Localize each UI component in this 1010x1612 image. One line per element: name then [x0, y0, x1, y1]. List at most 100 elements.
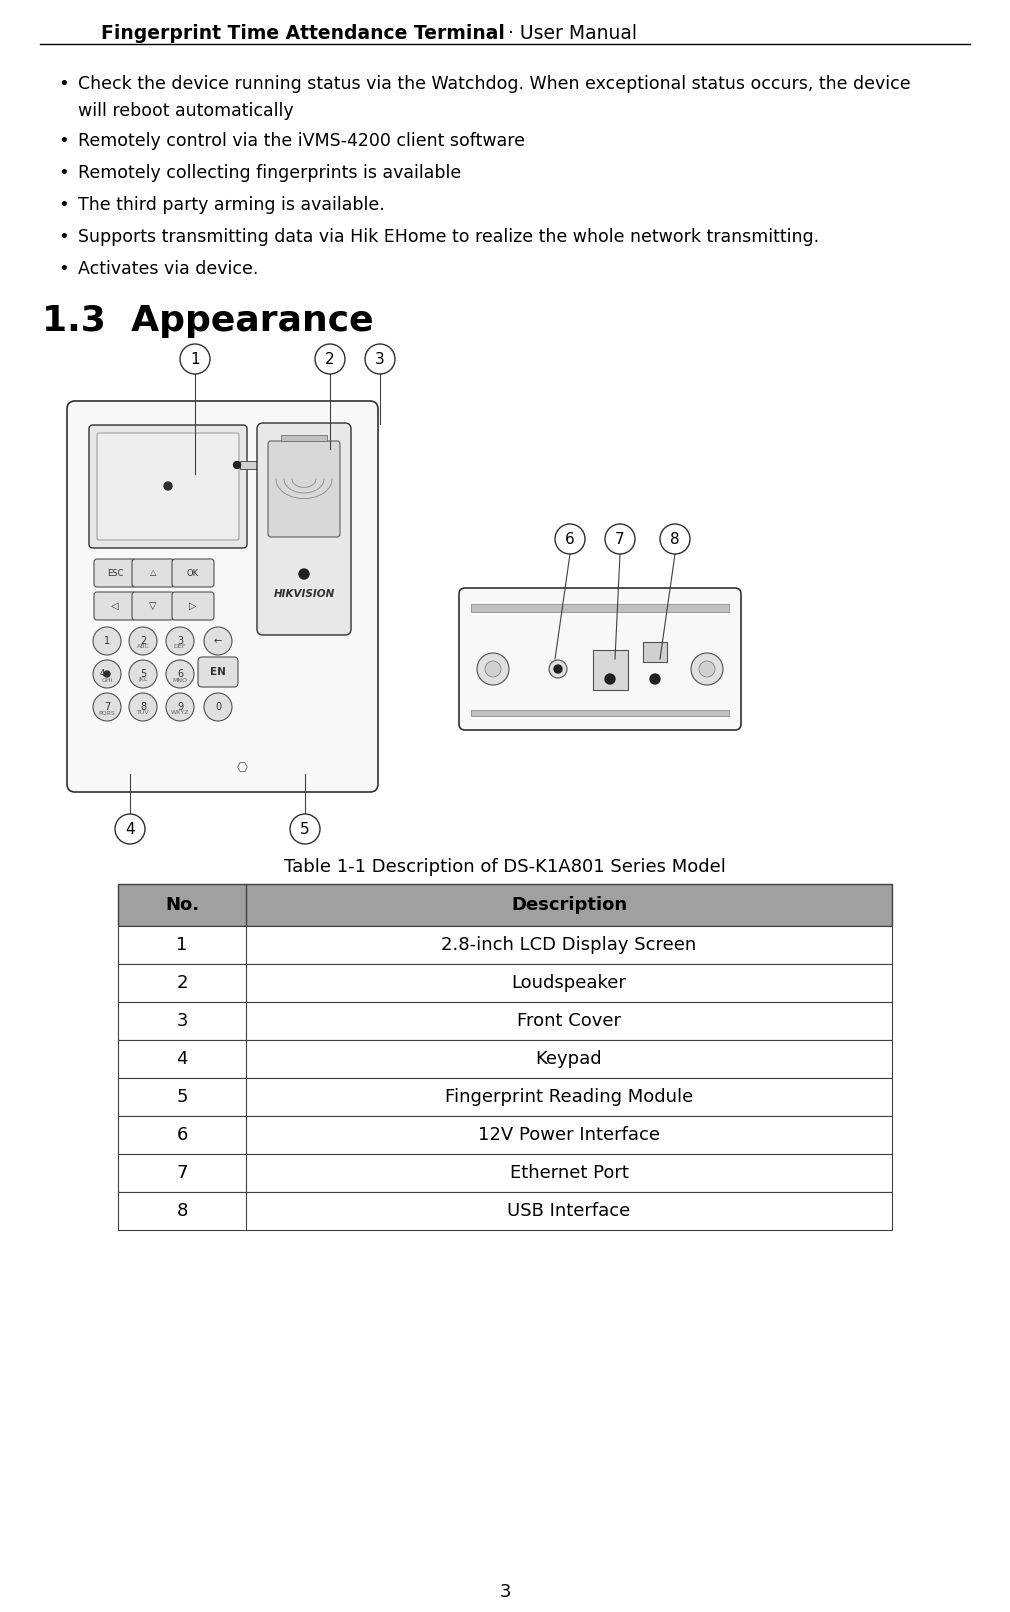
Text: 2: 2 — [139, 637, 146, 646]
Text: 2: 2 — [177, 974, 188, 991]
Bar — [471, 604, 729, 613]
Text: 3: 3 — [177, 637, 183, 646]
Text: Loudspeaker: Loudspeaker — [511, 974, 626, 991]
Text: WXYZ: WXYZ — [171, 711, 189, 716]
Circle shape — [605, 524, 635, 555]
Circle shape — [549, 659, 567, 679]
Text: 5: 5 — [300, 822, 310, 837]
Circle shape — [166, 693, 194, 721]
Circle shape — [556, 524, 585, 555]
Bar — [118, 1154, 892, 1191]
Text: Remotely collecting fingerprints is available: Remotely collecting fingerprints is avai… — [78, 164, 462, 182]
Text: 1.3  Appearance: 1.3 Appearance — [42, 305, 374, 339]
Bar — [118, 1191, 892, 1230]
Text: ▷: ▷ — [189, 601, 197, 611]
Text: •: • — [58, 227, 69, 247]
FancyBboxPatch shape — [198, 658, 238, 687]
Bar — [118, 1078, 892, 1116]
Text: 7: 7 — [615, 532, 625, 546]
Text: ⎔: ⎔ — [236, 762, 247, 775]
Circle shape — [605, 674, 615, 683]
Text: EN: EN — [210, 667, 226, 677]
FancyBboxPatch shape — [97, 434, 239, 540]
Text: ▽: ▽ — [149, 601, 157, 611]
Text: Description: Description — [511, 896, 627, 914]
FancyBboxPatch shape — [67, 401, 378, 791]
Bar — [240, 461, 258, 469]
Text: △: △ — [149, 569, 157, 577]
Text: 6: 6 — [177, 1127, 188, 1145]
FancyBboxPatch shape — [94, 559, 136, 587]
Text: ◁: ◁ — [111, 601, 119, 611]
Circle shape — [650, 674, 660, 683]
Text: 7: 7 — [104, 701, 110, 713]
Text: 8: 8 — [140, 701, 146, 713]
Bar — [281, 435, 327, 442]
Text: 8: 8 — [177, 1203, 188, 1220]
Circle shape — [93, 627, 121, 654]
Bar — [118, 1191, 892, 1230]
Text: Fingerprint Time Attendance Terminal: Fingerprint Time Attendance Terminal — [101, 24, 505, 44]
Circle shape — [93, 659, 121, 688]
Text: JKL: JKL — [138, 677, 147, 682]
Circle shape — [129, 693, 157, 721]
Circle shape — [166, 659, 194, 688]
Text: · User Manual: · User Manual — [508, 24, 637, 44]
Text: HIKVISION: HIKVISION — [274, 588, 334, 600]
Circle shape — [290, 814, 320, 845]
Bar — [118, 1078, 892, 1116]
Circle shape — [315, 343, 345, 374]
Bar — [118, 1116, 892, 1154]
Text: 9: 9 — [177, 701, 183, 713]
Circle shape — [93, 693, 121, 721]
Text: ABC: ABC — [136, 645, 149, 650]
Text: 4: 4 — [177, 1049, 188, 1069]
Circle shape — [365, 343, 395, 374]
FancyBboxPatch shape — [89, 426, 247, 548]
Circle shape — [337, 434, 347, 443]
Text: MNO: MNO — [173, 677, 188, 682]
Text: Keypad: Keypad — [535, 1049, 602, 1069]
Text: 7: 7 — [177, 1164, 188, 1182]
FancyBboxPatch shape — [172, 592, 214, 621]
Text: 3: 3 — [499, 1583, 511, 1601]
FancyBboxPatch shape — [459, 588, 741, 730]
Text: 12V Power Interface: 12V Power Interface — [478, 1127, 660, 1145]
Text: 3: 3 — [375, 351, 385, 366]
Text: 3: 3 — [177, 1012, 188, 1030]
Circle shape — [204, 693, 232, 721]
FancyBboxPatch shape — [132, 592, 174, 621]
Text: 8: 8 — [671, 532, 680, 546]
Circle shape — [104, 671, 110, 677]
Bar — [118, 925, 892, 964]
Text: 5: 5 — [177, 1088, 188, 1106]
Circle shape — [485, 661, 501, 677]
Bar — [471, 709, 729, 716]
Text: ←: ← — [214, 637, 222, 646]
Bar — [118, 964, 892, 1003]
Text: 1: 1 — [177, 937, 188, 954]
FancyBboxPatch shape — [132, 559, 174, 587]
Text: 0: 0 — [215, 701, 221, 713]
Circle shape — [699, 661, 715, 677]
FancyBboxPatch shape — [172, 559, 214, 587]
Text: DEF: DEF — [174, 645, 186, 650]
Text: GHI: GHI — [101, 677, 113, 682]
Text: USB Interface: USB Interface — [507, 1203, 630, 1220]
Circle shape — [115, 814, 145, 845]
FancyBboxPatch shape — [94, 592, 136, 621]
Text: Remotely control via the iVMS-4200 client software: Remotely control via the iVMS-4200 clien… — [78, 132, 525, 150]
Text: Ethernet Port: Ethernet Port — [510, 1164, 628, 1182]
Bar — [118, 1003, 892, 1040]
Text: •: • — [58, 197, 69, 214]
Text: 2: 2 — [325, 351, 334, 366]
Text: PQRS: PQRS — [99, 711, 115, 716]
Bar — [643, 642, 667, 663]
Text: 4: 4 — [125, 822, 134, 837]
Text: Activates via device.: Activates via device. — [78, 260, 259, 277]
Text: •: • — [58, 132, 69, 150]
Circle shape — [233, 461, 240, 469]
Bar — [118, 1003, 892, 1040]
Text: 1: 1 — [104, 637, 110, 646]
Circle shape — [129, 627, 157, 654]
